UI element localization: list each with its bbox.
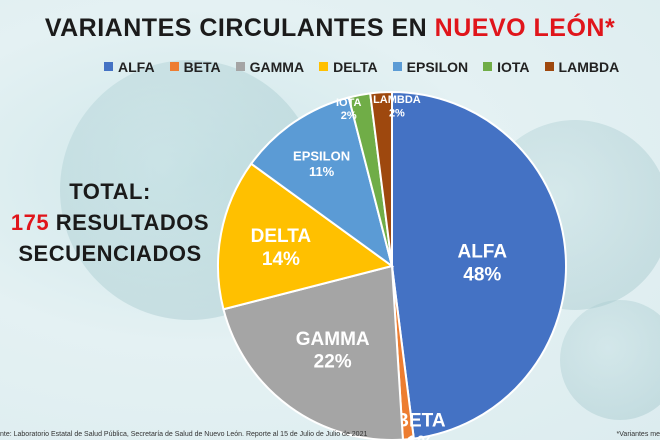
- slice-value-epsilon: 11%: [309, 164, 335, 179]
- slice-value-beta: 1%: [407, 433, 435, 440]
- total-results-word: RESULTADOS: [55, 210, 210, 235]
- source-footer: nte: Laboratorio Estatal de Salud Públic…: [0, 431, 368, 438]
- slice-value-iota: 2%: [341, 110, 357, 122]
- legend-item-delta: DELTA: [319, 59, 378, 75]
- footer-note: *Variantes me: [616, 431, 660, 438]
- slice-value-gamma: 22%: [314, 352, 352, 373]
- pie-slice-alfa: [391, 90, 568, 440]
- legend-item-alfa: ALFA: [104, 59, 155, 75]
- pie-slice-epsilon: [249, 96, 394, 269]
- legend-swatch-gamma: [235, 62, 245, 71]
- legend-item-beta: BETA: [169, 58, 221, 75]
- legend-swatch-alfa: [104, 62, 113, 71]
- slice-value-alfa: 48%: [463, 264, 501, 285]
- total-label: TOTAL:: [69, 179, 151, 204]
- total-sequenced-word: SECUENCIADOS: [18, 241, 202, 266]
- legend-item-epsilon: EPSILON: [392, 58, 469, 75]
- slice-label-alfa: ALFA: [457, 242, 507, 263]
- slice-label-delta: DELTA: [251, 226, 312, 247]
- legend-label-lambda: LAMBDA: [558, 58, 620, 75]
- slice-label-gamma: GAMMA: [296, 329, 370, 350]
- slice-value-delta: 14%: [262, 249, 300, 270]
- legend-label-epsilon: EPSILON: [406, 58, 469, 75]
- total-results-line: 175 RESULTADOS: [10, 207, 210, 238]
- legend-label-delta: DELTA: [333, 58, 378, 75]
- slice-label-epsilon: EPSILON: [293, 148, 350, 163]
- chart-title-main: VARIANTES CIRCULANTES EN: [44, 14, 428, 42]
- legend-label-iota: IOTA: [497, 58, 530, 75]
- legend-swatch-iota: [483, 62, 493, 71]
- legend-label-alfa: ALFA: [118, 58, 155, 75]
- legend-swatch-epsilon: [392, 62, 402, 71]
- legend-swatch-beta: [169, 62, 179, 71]
- slice-label-beta: BETA: [395, 410, 446, 431]
- background-virus-3: [560, 300, 660, 420]
- slice-label-lambda: LAMBDA: [373, 94, 421, 106]
- legend-swatch-lambda: [544, 62, 554, 71]
- pie-slice-delta: [217, 162, 395, 311]
- chart-title: VARIANTES CIRCULANTES EN NUEVO LEÓN*: [0, 14, 660, 43]
- pie-slice-gamma: [222, 264, 404, 440]
- legend-label-gamma: GAMMA: [249, 58, 305, 75]
- legend-swatch-delta: [319, 62, 329, 71]
- slice-value-lambda: 2%: [389, 107, 405, 119]
- slice-label-iota: IOTA: [336, 97, 362, 109]
- chart-title-highlight: NUEVO LEÓN*: [434, 14, 616, 42]
- total-number: 175: [10, 210, 50, 235]
- legend-item-iota: IOTA: [483, 58, 530, 75]
- pie-slice-lambda: [369, 90, 393, 267]
- chart-legend: ALFA BETA GAMMA DELTA EPSILON IOTA LAMBDA: [104, 58, 660, 80]
- legend-item-gamma: GAMMA: [235, 58, 305, 75]
- total-results-block: TOTAL: 175 RESULTADOS SECUENCIADOS: [10, 176, 210, 269]
- legend-label-beta: BETA: [183, 58, 221, 75]
- legend-item-lambda: LAMBDA: [544, 58, 620, 75]
